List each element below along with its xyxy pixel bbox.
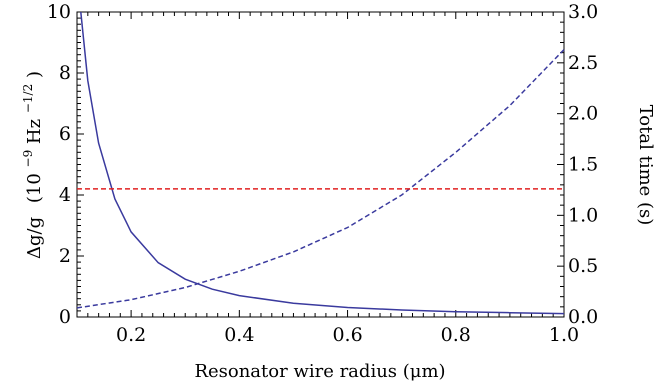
y-left-tick-label: 4 bbox=[59, 184, 71, 206]
y-axis-label-right: Total time (s) bbox=[635, 105, 656, 226]
y-left-tick-label: 8 bbox=[59, 62, 71, 84]
y-left-label-unit-suffix: ) bbox=[24, 71, 45, 78]
ticks-group bbox=[76, 11, 565, 318]
y-right-tick-label: 1.5 bbox=[568, 154, 598, 176]
x-axis-label: Resonator wire radius (μm) bbox=[194, 361, 445, 382]
x-tick-label: 0.4 bbox=[224, 324, 254, 346]
y-right-tick-label: 2.5 bbox=[568, 52, 598, 74]
y-left-tick-label: 0 bbox=[59, 306, 71, 328]
y-left-tick-label: 2 bbox=[59, 245, 71, 267]
tick-labels-group: 0.2 0.4 0.6 0.8 1.0 0 2 4 6 8 10 0.0 0.5 1.0 1.5 2.0 2.5… bbox=[47, 1, 598, 346]
y-axis-label-left: Δg/g (10 −9 Hz −1/2 ) bbox=[16, 71, 45, 259]
y-left-label-unit-exp2: −1/2 bbox=[21, 84, 35, 113]
y-right-tick-label: 3.0 bbox=[568, 1, 598, 23]
x-tick-label: 0.8 bbox=[441, 324, 471, 346]
y-left-tick-label: 6 bbox=[59, 123, 71, 145]
y-left-label-unit-mid: Hz bbox=[24, 119, 45, 144]
y-right-tick-label: 2.0 bbox=[568, 103, 598, 125]
x-tick-label: 0.6 bbox=[332, 324, 362, 346]
y-left-label-unit-exp1: −9 bbox=[21, 150, 35, 168]
y-left-tick-label: 10 bbox=[47, 1, 71, 23]
y-right-tick-label: 0.5 bbox=[568, 255, 598, 277]
total-time-curve bbox=[76, 49, 565, 309]
y-right-tick-label: 1.0 bbox=[568, 204, 598, 226]
sensitivity-curve bbox=[80, 11, 565, 315]
plot-frame bbox=[76, 11, 565, 318]
x-tick-label: 0.2 bbox=[116, 324, 146, 346]
y-right-tick-label: 0.0 bbox=[568, 306, 598, 328]
y-left-label-main: Δg/g bbox=[24, 217, 45, 259]
series-group bbox=[76, 11, 565, 315]
x-tick-label: 1.0 bbox=[549, 324, 579, 346]
y-left-label-unit-prefix: (10 bbox=[24, 173, 45, 203]
